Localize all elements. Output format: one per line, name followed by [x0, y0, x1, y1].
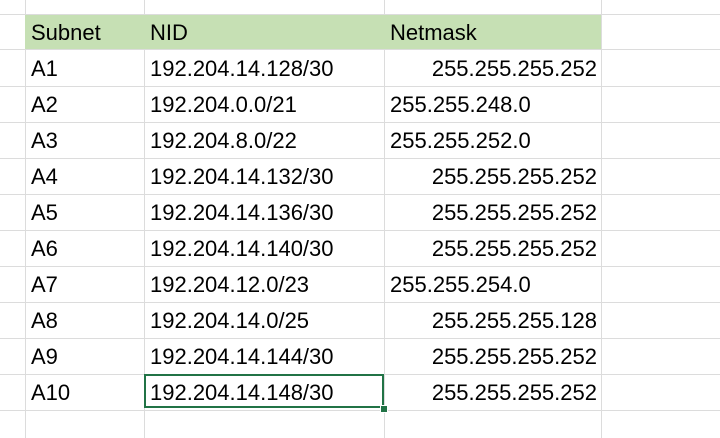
nid-cell[interactable]: 192.204.14.128/30	[150, 56, 334, 81]
netmask-cell[interactable]: 255.255.252.0	[390, 128, 531, 153]
gridline	[0, 14, 720, 15]
nid-cell[interactable]: 192.204.12.0/23	[150, 272, 310, 297]
netmask-cell[interactable]: 255.255.255.252	[431, 380, 597, 405]
netmask-cell[interactable]: 255.255.255.252	[431, 236, 597, 261]
subnet-cell[interactable]: A3	[31, 128, 58, 153]
subnet-cell[interactable]: A7	[31, 272, 58, 297]
header-netmask-cell[interactable]: Netmask	[390, 20, 477, 45]
gridline	[0, 122, 720, 123]
subnet-cell[interactable]: A4	[31, 164, 58, 189]
netmask-cell[interactable]: 255.255.255.252	[431, 164, 597, 189]
nid-cell[interactable]: 192.204.14.140/30	[150, 236, 334, 261]
gridline	[0, 338, 720, 339]
subnet-cell[interactable]: A2	[31, 92, 58, 117]
gridline	[0, 410, 720, 411]
netmask-cell[interactable]: 255.255.248.0	[390, 92, 531, 117]
header-nid-cell[interactable]: NID	[150, 20, 188, 45]
nid-cell[interactable]: 192.204.14.136/30	[150, 200, 334, 225]
gridline	[25, 0, 26, 438]
nid-cell[interactable]: 192.204.14.0/25	[150, 308, 310, 333]
subnet-cell[interactable]: A6	[31, 236, 58, 261]
gridline	[0, 230, 720, 231]
gridline	[0, 266, 720, 267]
netmask-cell[interactable]: 255.255.255.252	[431, 56, 597, 81]
gridline	[144, 0, 145, 438]
gridline	[0, 194, 720, 195]
nid-cell[interactable]: 192.204.14.132/30	[150, 164, 334, 189]
fill-handle[interactable]	[380, 405, 388, 413]
subnet-cell[interactable]: A1	[31, 56, 58, 81]
netmask-cell[interactable]: 255.255.254.0	[390, 272, 531, 297]
nid-cell[interactable]: 192.204.8.0/22	[150, 128, 297, 153]
subnet-cell[interactable]: A9	[31, 344, 58, 369]
header-subnet-cell[interactable]: Subnet	[31, 20, 101, 45]
gridline	[0, 86, 720, 87]
netmask-cell[interactable]: 255.255.255.252	[431, 344, 597, 369]
subnet-cell[interactable]: A10	[31, 380, 71, 405]
active-cell-border	[144, 374, 384, 408]
gridline	[601, 0, 602, 438]
netmask-cell[interactable]: 255.255.255.128	[431, 308, 597, 333]
header-row-fill	[25, 15, 601, 49]
subnet-cell[interactable]: A5	[31, 200, 58, 225]
subnet-cell[interactable]: A8	[31, 308, 58, 333]
gridline	[384, 0, 385, 438]
nid-cell[interactable]: 192.204.14.144/30	[150, 344, 334, 369]
nid-cell-selected[interactable]: 192.204.14.148/30	[150, 380, 334, 405]
gridline	[0, 49, 720, 50]
gridline	[0, 302, 720, 303]
netmask-cell[interactable]: 255.255.255.252	[431, 200, 597, 225]
gridline	[0, 158, 720, 159]
nid-cell[interactable]: 192.204.0.0/21	[150, 92, 297, 117]
